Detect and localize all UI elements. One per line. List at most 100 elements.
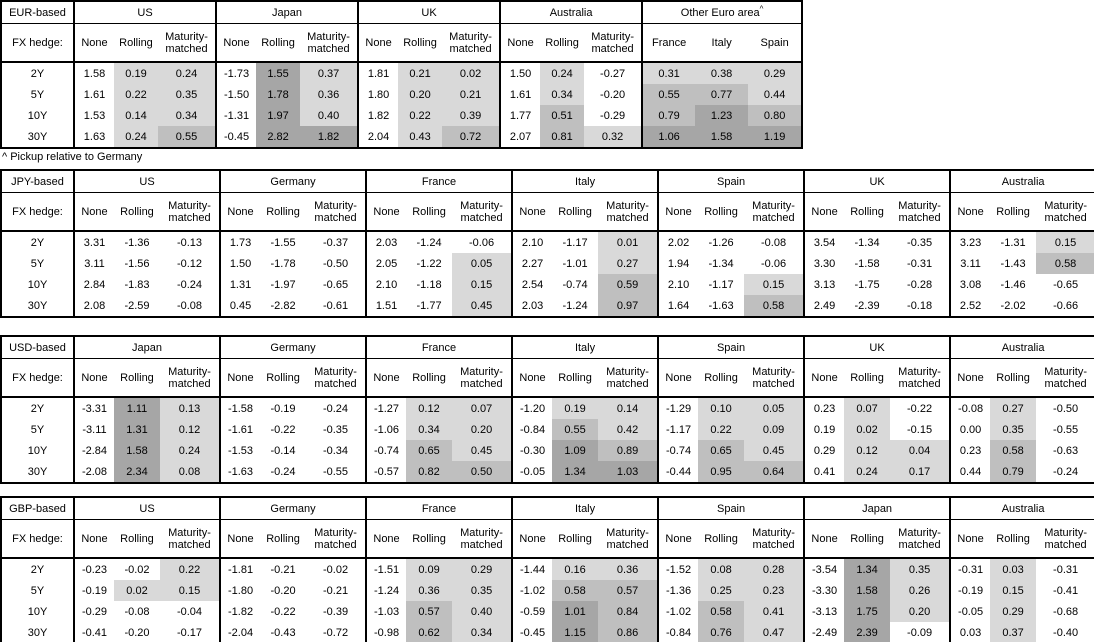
value-cell: -1.34 [708,257,734,270]
row-label: 30Y [1,622,75,642]
base-currency-label: JPY-based [1,170,75,193]
subcol-header: Maturity-matched [744,192,805,232]
value-cell: 1.01 [552,601,599,622]
value-cell: -0.21 [322,584,349,597]
value-cell: -0.14 [270,444,296,457]
subcol-header: None [511,358,553,398]
value-cell: 0.65 [406,440,453,461]
subcol-header: Rolling [990,358,1037,398]
country-header: UK [357,1,501,24]
subcol-header: None [511,192,553,232]
value-cell: 0.81 [540,126,585,148]
value-cell: 0.24 [540,62,585,84]
country-header: Australia [949,170,1094,193]
table-row: 2Y -0.23 -0.02 0.22 -1.81 -0.21 -0.02 -1.51 0.09… [1,558,1094,580]
value-cell: -0.22 [270,423,296,436]
value-cell: 0.55 [158,126,217,148]
value-cell: -1.51 [365,558,407,580]
value-cell: 1.81 [357,62,399,84]
value-cell: -0.21 [270,563,296,576]
value-cell: -1.82 [219,601,261,622]
value-cell: -0.08 [949,397,991,419]
row-label: 30Y [1,126,75,148]
value-cell: -0.29 [600,109,626,122]
value-cell: -0.19 [73,580,114,601]
value-cell: -0.84 [511,419,553,440]
value-cell: 0.44 [949,461,991,483]
value-cell: 1.77 [499,105,541,126]
subcol-header: Maturity-matched [744,358,805,398]
value-cell: 0.02 [114,580,160,601]
value-cell: 0.20 [398,84,443,105]
value-cell: -1.36 [124,236,150,249]
value-cell: -1.63 [708,299,734,312]
value-cell: 2.49 [803,295,845,317]
subcol-header: Rolling [260,519,307,559]
subcol-header: Maturity-matched [890,358,951,398]
value-cell: 2.52 [949,295,991,317]
subcol-header: Rolling [260,192,307,232]
value-cell: 0.31 [641,62,696,84]
value-cell: -0.31 [949,558,991,580]
value-cell: -0.28 [907,278,933,291]
value-cell: -1.31 [215,105,257,126]
table-row: 30Y -0.41 -0.20 -0.17 -2.04 -0.43 -0.72 -0.98 0.… [1,622,1094,642]
value-cell: -1.17 [657,419,699,440]
value-cell: -3.30 [803,580,845,601]
value-cell: 0.36 [300,84,359,105]
value-cell: -0.05 [511,461,553,483]
value-cell: -0.04 [176,605,203,618]
subcol-header: None [511,519,553,559]
value-cell: 1.03 [598,461,659,483]
value-cell: -1.83 [124,278,150,291]
subcol-header: None [219,192,261,232]
table-row: 2Y -3.31 1.11 0.13 -1.58 -0.19 -0.24 -1.27 0.12 0… [1,397,1094,419]
value-cell: 1.80 [357,84,399,105]
value-cell: -0.74 [365,440,407,461]
value-cell: 0.12 [406,397,453,419]
value-cell: 0.45 [744,440,805,461]
value-cell: 2.08 [73,295,114,317]
value-cell: 0.34 [452,622,513,642]
value-cell: 1.53 [73,105,114,126]
subcol-header: Maturity-matched [1036,192,1094,232]
subcol-header: France [641,23,696,63]
value-cell: 1.82 [300,126,359,148]
subcol-header: None [73,192,114,232]
value-cell: -3.13 [803,601,845,622]
value-cell: 0.01 [598,231,659,253]
value-cell: -2.59 [124,299,150,312]
value-cell: -0.19 [949,580,991,601]
subcol-header: Maturity-matched [306,358,367,398]
value-cell: -0.55 [322,465,349,478]
value-cell: -0.72 [322,626,349,639]
value-cell: 1.23 [695,105,749,126]
subcol-header: Maturity-matched [442,23,501,63]
value-cell: 0.45 [452,440,513,461]
value-cell: -0.98 [365,622,407,642]
footnote: ^ Pickup relative to Germany [2,151,143,163]
country-header: US [72,1,217,24]
value-cell: 1.64 [657,295,699,317]
value-cell: 0.07 [844,397,891,419]
value-cell: -1.27 [365,397,407,419]
subcol-header: Rolling [256,23,301,63]
value-cell: -0.43 [270,626,296,639]
subcol-header: None [215,23,257,63]
value-cell: 1.31 [219,274,261,295]
value-cell: -1.81 [219,558,261,580]
value-cell: 0.24 [158,62,217,84]
value-cell: 0.24 [114,126,158,148]
value-cell: 0.20 [890,601,951,622]
row-label: 5Y [1,419,75,440]
subcol-header: Rolling [114,23,158,63]
value-cell: -0.06 [761,257,787,270]
subcol-header: None [657,519,699,559]
country-header: Germany [219,336,367,359]
value-cell: -0.59 [511,601,553,622]
country-header-row: GBP-based US Germany France Italy Spain Japan A… [1,497,1094,520]
subcol-header: Maturity-matched [584,23,643,63]
subcol-header: None [73,23,114,63]
value-cell: -0.50 [322,257,349,270]
value-cell: -1.24 [562,299,588,312]
